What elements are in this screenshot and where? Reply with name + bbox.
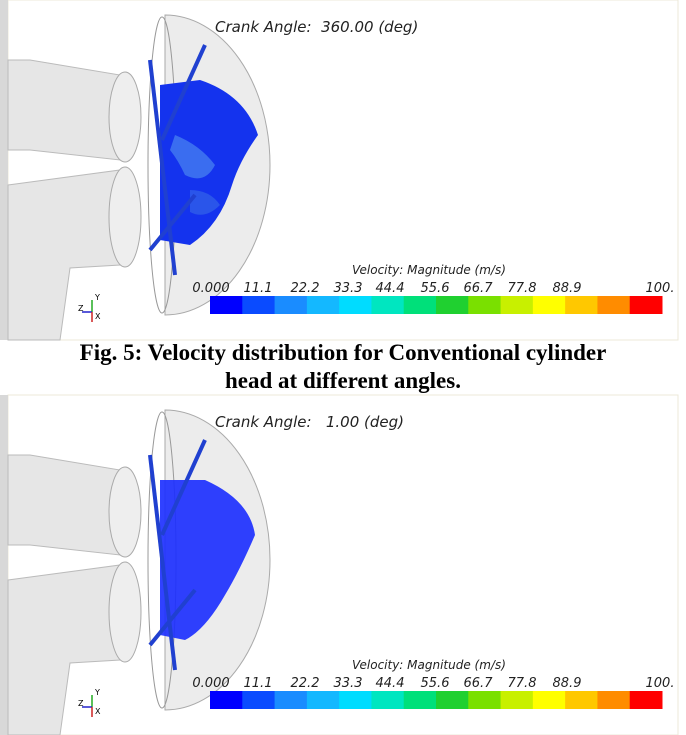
- colorbar-segment: [307, 691, 340, 709]
- colorbar-segment: [242, 296, 275, 314]
- colorbar-segment: [242, 691, 275, 709]
- colorbar-segment: [371, 691, 404, 709]
- colorbar-tick-label: 33.3: [334, 281, 363, 296]
- colorbar-tick-label: 55.6: [421, 676, 450, 691]
- colorbar-segment: [436, 691, 469, 709]
- colorbar-segment: [436, 296, 469, 314]
- colorbar-tick-label: 66.7: [464, 281, 494, 296]
- colorbar-tick-label: 66.7: [464, 676, 494, 691]
- simulation-panel: Crank Angle: 1.00 (deg) Velocity: Magnitu…: [0, 395, 678, 735]
- colorbar-tick-label: 0.000: [192, 676, 229, 691]
- panel-edge: [0, 395, 8, 735]
- colorbar-tick-label: 11.1: [244, 676, 273, 691]
- colorbar-segment: [275, 691, 308, 709]
- colorbar-segment: [501, 296, 534, 314]
- colorbar-tick-label: 44.4: [376, 281, 405, 296]
- pipe-end: [109, 72, 141, 162]
- axis-label: X: [95, 707, 101, 716]
- colorbar-segment: [275, 296, 308, 314]
- colorbar-segment: [630, 296, 663, 314]
- figure: Fig. 5: Velocity distribution for Conven…: [0, 0, 686, 735]
- colorbar-segment: [210, 296, 243, 314]
- axis-label: X: [95, 312, 101, 321]
- colorbar-segment: [339, 296, 372, 314]
- colorbar-segment: [339, 691, 372, 709]
- colorbar-segment: [371, 296, 404, 314]
- axis-label: Y: [94, 293, 100, 302]
- colorbar-tick-label: 88.9: [553, 676, 582, 691]
- colorbar-segment: [468, 691, 501, 709]
- pipe-end: [109, 562, 141, 662]
- caption-line: Fig. 5: Velocity distribution for Conven…: [80, 340, 607, 365]
- colorbar-tick-label: 0.000: [192, 281, 229, 296]
- intake-pipe: [8, 455, 120, 555]
- colorbar-segment: [565, 691, 598, 709]
- colorbar-title: Velocity: Magnitude (m/s): [352, 658, 506, 672]
- colorbar-segment: [565, 296, 598, 314]
- colorbar-tick-label: 100.: [646, 281, 675, 296]
- colorbar-segment: [404, 296, 437, 314]
- pipe-end: [109, 467, 141, 557]
- colorbar-segment: [468, 296, 501, 314]
- colorbar-segment: [307, 296, 340, 314]
- colorbar-segment: [501, 691, 534, 709]
- axis-label: Y: [94, 688, 100, 697]
- colorbar-title: Velocity: Magnitude (m/s): [352, 263, 506, 277]
- colorbar-segment: [533, 691, 566, 709]
- colorbar-tick-label: 55.6: [421, 281, 450, 296]
- axis-label: Z: [78, 699, 84, 708]
- caption-line: head at different angles.: [225, 368, 461, 393]
- colorbar-tick-label: 11.1: [244, 281, 273, 296]
- colorbar-segment: [597, 296, 630, 314]
- crank-angle: Crank Angle: 360.00 (deg): [215, 18, 418, 36]
- colorbar-tick-label: 44.4: [376, 676, 405, 691]
- colorbar-segment: [404, 691, 437, 709]
- colorbar-tick-label: 77.8: [508, 676, 537, 691]
- colorbar-segment: [597, 691, 630, 709]
- axis-label: Z: [78, 304, 84, 313]
- crank-angle: Crank Angle: 1.00 (deg): [215, 413, 404, 431]
- simulation-panel: Crank Angle: 360.00 (deg) Velocity: Magni…: [0, 0, 678, 340]
- panel-edge: [0, 0, 8, 340]
- colorbar-segment: [210, 691, 243, 709]
- colorbar-segment: [630, 691, 663, 709]
- colorbar-tick-label: 22.2: [291, 281, 320, 296]
- pipe-end: [109, 167, 141, 267]
- intake-pipe: [8, 60, 120, 160]
- colorbar-segment: [533, 296, 566, 314]
- colorbar-tick-label: 22.2: [291, 676, 320, 691]
- colorbar-tick-label: 33.3: [334, 676, 363, 691]
- colorbar-tick-label: 88.9: [553, 281, 582, 296]
- colorbar-tick-label: 100.: [646, 676, 675, 691]
- colorbar-tick-label: 77.8: [508, 281, 537, 296]
